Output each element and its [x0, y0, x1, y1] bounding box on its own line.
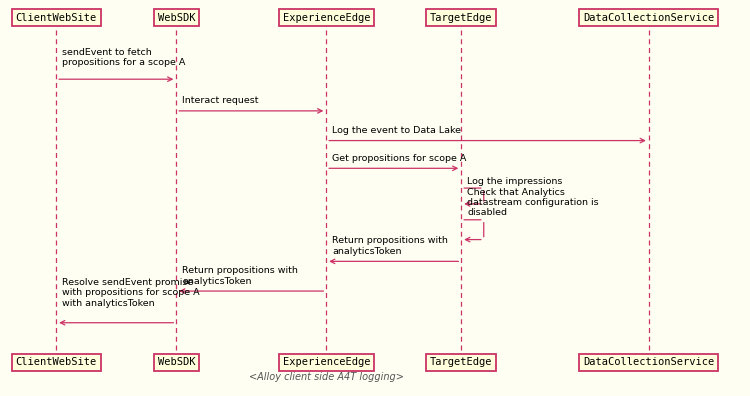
Text: DataCollectionService: DataCollectionService — [584, 13, 714, 23]
Text: Log the event to Data Lake: Log the event to Data Lake — [332, 126, 461, 135]
Text: TargetEdge: TargetEdge — [430, 13, 493, 23]
Text: TargetEdge: TargetEdge — [430, 357, 493, 367]
Text: WebSDK: WebSDK — [158, 13, 195, 23]
Text: Return propositions with
analyticsToken: Return propositions with analyticsToken — [332, 236, 448, 256]
Text: ClientWebSite: ClientWebSite — [16, 13, 97, 23]
Text: DataCollectionService: DataCollectionService — [584, 357, 714, 367]
Text: WebSDK: WebSDK — [158, 357, 195, 367]
Text: sendEvent to fetch
propositions for a scope A: sendEvent to fetch propositions for a sc… — [62, 48, 186, 67]
Text: Log the impressions: Log the impressions — [467, 177, 562, 186]
Text: ExperienceEdge: ExperienceEdge — [283, 357, 370, 367]
Text: Interact request: Interact request — [182, 96, 259, 105]
Text: Return propositions with
analyticsToken: Return propositions with analyticsToken — [182, 266, 298, 286]
Text: ClientWebSite: ClientWebSite — [16, 357, 97, 367]
Text: ExperienceEdge: ExperienceEdge — [283, 13, 370, 23]
Text: Check that Analytics
datastream configuration is
disabled: Check that Analytics datastream configur… — [467, 188, 598, 217]
Text: <Alloy client side A4T logging>: <Alloy client side A4T logging> — [249, 372, 404, 382]
Text: Get propositions for scope A: Get propositions for scope A — [332, 154, 466, 163]
Text: Resolve sendEvent promise
with propositions for scope A
with analyticsToken: Resolve sendEvent promise with propositi… — [62, 278, 200, 308]
